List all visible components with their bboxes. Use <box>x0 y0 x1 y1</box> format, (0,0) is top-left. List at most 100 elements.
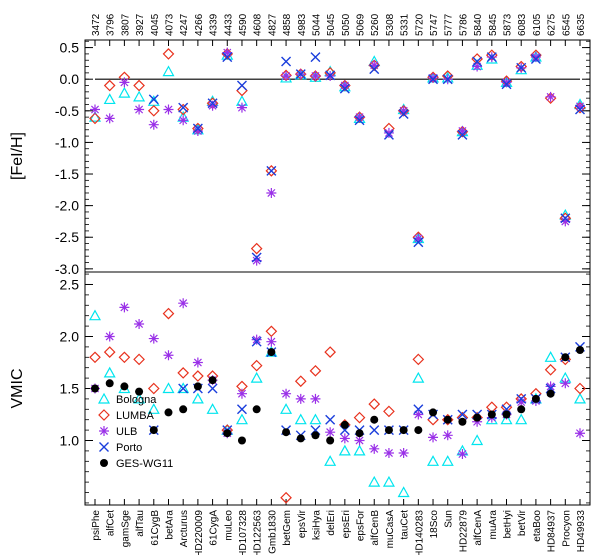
data-point <box>179 405 188 414</box>
top-tick-label: 5873 <box>503 13 514 36</box>
category-label: epsVir <box>297 509 308 538</box>
data-point <box>575 101 585 112</box>
category-label: gamSge <box>120 510 131 548</box>
data-point <box>177 382 190 394</box>
data-point <box>223 429 232 438</box>
top-tick-label: 5331 <box>400 13 411 36</box>
y-tick-label: 2.0 <box>60 328 80 344</box>
data-point <box>443 415 452 424</box>
data-point <box>441 455 454 466</box>
data-point <box>413 237 424 248</box>
legend-label: LUMBA <box>116 410 155 422</box>
top-tick-label: 3927 <box>135 13 146 36</box>
top-tick-label: 6635 <box>576 13 587 36</box>
data-point <box>413 404 424 415</box>
y-tick-label: 2.5 <box>60 276 80 292</box>
top-tick-label: 5045 <box>326 13 337 36</box>
y-tick-label: -1.5 <box>55 166 79 182</box>
data-point <box>251 252 262 263</box>
data-point <box>163 350 174 361</box>
data-point <box>575 428 585 439</box>
top-tick-label: 6105 <box>532 13 543 36</box>
data-point <box>310 52 321 63</box>
data-point <box>236 102 247 113</box>
data-point <box>472 61 483 72</box>
data-point <box>382 475 395 487</box>
category-label: HD84937 <box>547 510 558 553</box>
data-point <box>355 429 364 438</box>
bottom-panel-vmic: 1.0 1.5 2.0 2.5 VMIC <box>9 271 591 506</box>
data-point <box>191 392 204 404</box>
data-point <box>134 104 145 115</box>
category-label: alfCenA <box>473 510 484 546</box>
data-point <box>235 413 248 425</box>
data-point <box>236 80 247 91</box>
data-point <box>530 52 541 63</box>
category-label: 61CygA <box>209 510 220 546</box>
data-point <box>147 95 160 106</box>
data-point <box>207 98 218 109</box>
top-panel-feh: 0.5 0.0 -0.5 -1.0 -1.5 -2.0 -2.5 -3.0 [FeI/H] <box>9 39 591 277</box>
data-point <box>354 435 365 446</box>
data-point <box>442 430 453 441</box>
data-point <box>148 119 159 130</box>
data-point <box>338 444 351 456</box>
data-point <box>576 346 584 355</box>
data-point <box>383 129 394 140</box>
y-tick-label: -2.5 <box>55 229 79 245</box>
data-point <box>236 388 247 399</box>
data-point <box>162 65 175 77</box>
category-label: epsEri <box>341 510 352 538</box>
data-point <box>546 389 555 398</box>
top-tick-label: 5786 <box>458 13 469 36</box>
y-axis-title: [FeI/H] <box>9 132 26 180</box>
data-point <box>103 346 116 358</box>
data-point <box>252 405 261 414</box>
y-axis-title: VMIC <box>9 369 26 409</box>
top-tick-label: 4983 <box>297 13 308 36</box>
top-tick-label: 4433 <box>223 13 234 36</box>
category-label: HD22879 <box>458 510 469 553</box>
data-point <box>206 403 219 414</box>
data-point <box>267 348 276 357</box>
data-point <box>177 367 190 379</box>
data-point <box>397 486 410 498</box>
category-label: Procyon <box>561 510 572 547</box>
data-point <box>208 376 217 385</box>
data-point <box>384 426 393 435</box>
data-point <box>162 382 175 394</box>
top-tick-label: 5050 <box>341 13 352 36</box>
data-point <box>178 115 189 126</box>
data-point <box>281 56 292 67</box>
data-point <box>458 417 467 426</box>
category-label: 61CygB <box>150 510 161 546</box>
category-label: HD220009 <box>194 510 205 555</box>
data-point <box>369 64 380 75</box>
data-point <box>325 70 336 81</box>
data-point <box>192 370 204 382</box>
data-point <box>281 71 292 82</box>
y-tick-label: -2.0 <box>55 198 79 214</box>
data-point <box>575 104 585 115</box>
data-point <box>398 105 409 116</box>
data-point <box>310 393 321 404</box>
series-ges-wg11 <box>91 346 584 445</box>
category-label: alfTau <box>135 510 146 537</box>
top-tick-label: 5069 <box>356 13 367 36</box>
data-point <box>457 126 468 137</box>
category-label: HD107328 <box>238 510 249 555</box>
data-point <box>133 90 146 102</box>
data-point <box>119 302 130 313</box>
data-point <box>428 72 439 83</box>
data-point <box>324 455 337 466</box>
legend-marker <box>100 459 108 467</box>
data-point <box>88 309 102 321</box>
category-label: epsFor <box>356 509 367 541</box>
top-tick-label: 3472 <box>91 13 102 36</box>
top-tick-label: 6545 <box>561 13 572 36</box>
y-tick-label: -3.0 <box>55 261 79 277</box>
legend-marker <box>99 426 109 436</box>
y-tick-label: -1.0 <box>55 134 79 150</box>
data-point <box>236 84 248 97</box>
data-point <box>236 404 247 415</box>
